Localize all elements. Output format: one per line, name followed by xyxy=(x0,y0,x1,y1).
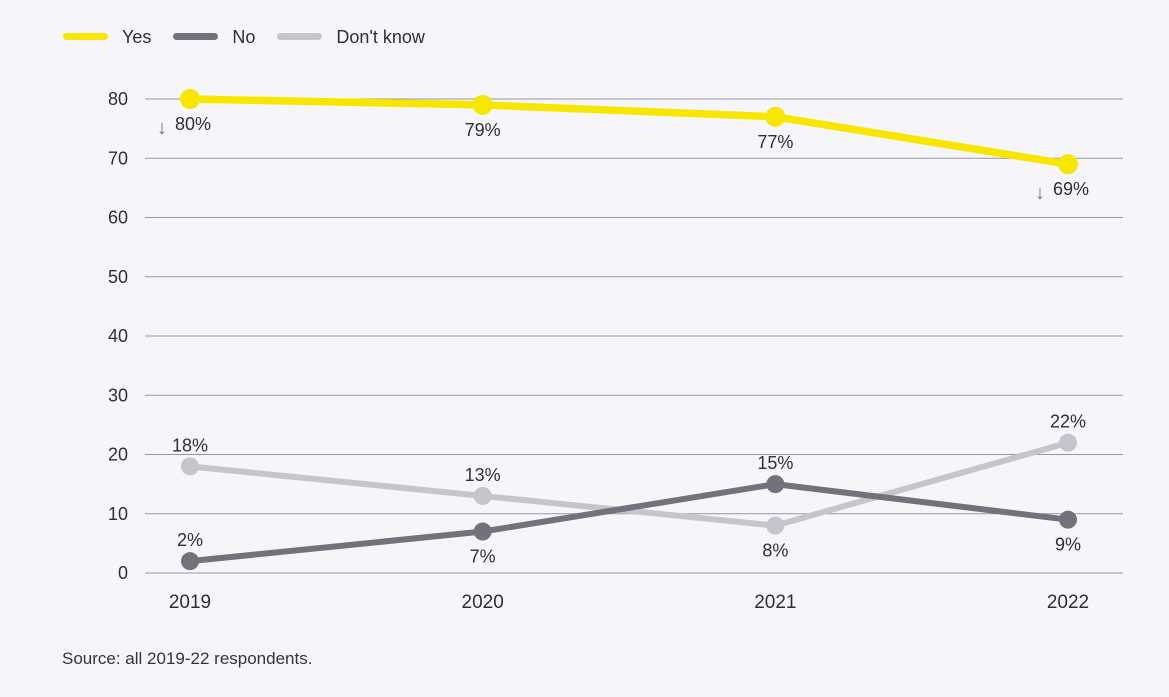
data-label: 9% xyxy=(1055,535,1081,555)
series-line-no xyxy=(187,481,1071,565)
data-point-don-t-know xyxy=(766,516,785,535)
legend-swatch-dont-know xyxy=(277,33,323,40)
series-line-yes xyxy=(186,95,1072,168)
series-line-don-t-know xyxy=(187,439,1071,529)
y-axis-label: 10 xyxy=(108,504,128,524)
legend-label-dont-know: Don't know xyxy=(336,27,425,47)
data-label: 13% xyxy=(465,465,501,485)
data-point-don-t-know xyxy=(181,457,199,476)
x-axis-label: 2019 xyxy=(169,592,211,613)
data-point-don-t-know xyxy=(1059,433,1077,452)
source-note: Source: all 2019-22 respondents. xyxy=(62,649,313,668)
decrease-arrow-icon: ↓ xyxy=(157,117,167,139)
chart-legend: Yes No Don't know xyxy=(63,27,425,46)
data-label: 77% xyxy=(757,132,793,152)
data-label: 2% xyxy=(177,530,203,550)
data-label: 8% xyxy=(762,541,788,561)
y-axis-label: 40 xyxy=(108,326,128,346)
data-label: 7% xyxy=(470,547,496,567)
data-point-don-t-know xyxy=(473,486,492,505)
decrease-arrow-icon: ↓ xyxy=(1035,182,1045,204)
y-axis-label: 0 xyxy=(118,563,128,583)
data-label: 79% xyxy=(465,120,501,140)
data-point-yes xyxy=(180,89,200,109)
legend-item-yes: Yes xyxy=(63,27,151,46)
data-point-yes xyxy=(1058,154,1078,175)
data-point-yes xyxy=(765,106,786,127)
data-point-yes xyxy=(472,94,493,115)
data-point-no xyxy=(473,522,492,541)
y-axis-label: 30 xyxy=(108,385,128,405)
y-axis-label: 80 xyxy=(108,89,128,109)
data-point-no xyxy=(766,475,785,494)
y-axis-label: 60 xyxy=(108,208,128,228)
data-label: 69% xyxy=(1053,179,1089,199)
y-axis-label: 70 xyxy=(108,148,128,168)
data-point-no xyxy=(1059,510,1077,529)
legend-swatch-yes xyxy=(63,33,108,40)
legend-swatch-no xyxy=(173,33,219,40)
legend-label-yes: Yes xyxy=(122,27,152,47)
line-chart: 0 10 20 30 40 50 60 70 80 2019 2020 2021 2022 18% 13% 8… xyxy=(108,89,1123,613)
data-label: 80% xyxy=(175,114,211,134)
y-axis-label: 20 xyxy=(108,445,128,465)
data-label: 15% xyxy=(757,453,793,473)
data-point-no xyxy=(181,552,199,571)
legend-item-dont-know: Don't know xyxy=(277,27,425,47)
x-axis-label: 2020 xyxy=(462,592,504,613)
y-axis-label: 50 xyxy=(108,267,128,287)
x-axis-label: 2022 xyxy=(1047,592,1089,613)
data-label: 22% xyxy=(1050,412,1086,432)
legend-item-no: No xyxy=(173,27,255,46)
x-axis-label: 2021 xyxy=(754,592,796,613)
legend-label-no: No xyxy=(232,27,256,47)
data-label: 18% xyxy=(172,435,208,455)
